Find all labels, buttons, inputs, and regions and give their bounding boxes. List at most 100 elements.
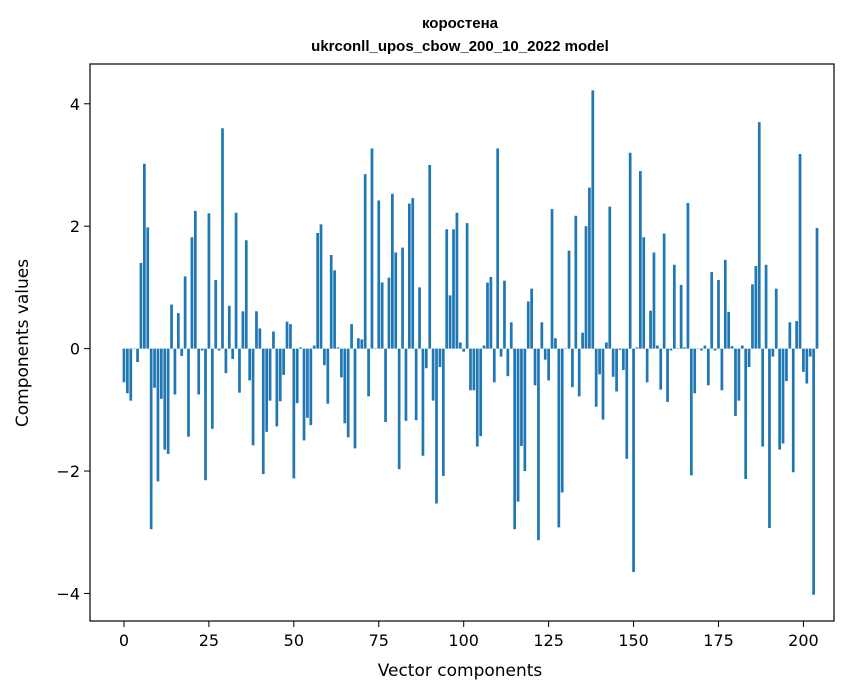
bar-162 [672, 264, 676, 349]
bar-165 [683, 347, 686, 349]
bar-116 [516, 348, 520, 502]
bar-40 [258, 328, 262, 349]
bar-108 [489, 277, 493, 349]
bar-112 [503, 280, 506, 349]
bar-92 [435, 348, 438, 504]
bar-88 [421, 348, 425, 456]
bar-123 [540, 322, 544, 349]
bar-147 [622, 348, 625, 371]
bar-38 [251, 348, 255, 446]
bar-132 [571, 348, 574, 388]
bar-75 [377, 200, 381, 349]
chart-subtitle: ukrconll_upos_cbow_200_10_2022 model [311, 38, 609, 55]
bar-0 [122, 348, 126, 383]
bar-51 [295, 348, 299, 404]
bar-114 [509, 322, 513, 349]
x-tick-label: 125 [533, 631, 564, 650]
bar-46 [278, 348, 282, 402]
bar-49 [289, 324, 292, 349]
bar-8 [149, 348, 153, 530]
bar-97 [452, 229, 455, 349]
bar-148 [625, 348, 629, 459]
bar-117 [520, 348, 523, 446]
bar-13 [166, 348, 170, 454]
bar-69 [357, 338, 360, 349]
bar-82 [401, 247, 404, 349]
bar-26 [210, 348, 214, 429]
bar-175 [717, 280, 720, 349]
bar-111 [499, 348, 503, 357]
bar-127 [554, 338, 557, 349]
bar-58 [319, 224, 323, 349]
bar-153 [642, 237, 646, 349]
x-axis-ticks: 0 25 50 75 100 125 150 175 200 [119, 621, 819, 650]
bar-14 [170, 304, 173, 349]
bar-171 [703, 345, 707, 349]
x-axis-label: Vector components [378, 661, 543, 681]
bar-60 [326, 348, 330, 404]
bar-136 [584, 226, 588, 349]
bar-52 [299, 347, 302, 349]
bar-182 [740, 345, 744, 349]
bar-119 [526, 301, 530, 349]
bar-77 [384, 348, 387, 423]
x-tick-label: 100 [448, 631, 479, 650]
bar-184 [747, 348, 751, 367]
bar-83 [404, 348, 408, 421]
bar-156 [652, 252, 656, 349]
bar-185 [751, 284, 754, 349]
bar-187 [757, 122, 761, 349]
bar-137 [588, 187, 591, 349]
bar-41 [261, 348, 265, 475]
bar-72 [367, 348, 370, 397]
bar-63 [336, 347, 340, 349]
bar-145 [615, 348, 618, 392]
bar-202 [808, 348, 812, 357]
bar-25 [207, 213, 211, 349]
bar-78 [387, 277, 391, 349]
bar-66 [346, 348, 350, 438]
bar-135 [581, 332, 584, 349]
bar-95 [445, 229, 449, 349]
bar-138 [591, 90, 595, 349]
bar-103 [472, 348, 476, 391]
bar-65 [343, 348, 347, 424]
bar-55 [309, 348, 313, 426]
bar-161 [669, 348, 673, 351]
bar-10 [156, 348, 160, 482]
bar-179 [730, 346, 734, 349]
bar-151 [635, 347, 639, 349]
bar-177 [723, 259, 727, 349]
y-axis-label: Components values [13, 259, 33, 427]
bar-139 [594, 348, 598, 407]
bar-99 [458, 342, 462, 349]
bar-30 [224, 348, 228, 374]
bar-167 [689, 348, 693, 476]
bar-149 [628, 152, 632, 349]
bar-155 [649, 310, 652, 349]
bar-11 [159, 348, 163, 399]
bar-17 [180, 348, 184, 356]
bar-76 [380, 282, 384, 349]
bar-190 [768, 348, 771, 528]
bar-105 [479, 348, 483, 437]
bar-68 [353, 348, 357, 449]
bar-43 [268, 348, 272, 401]
bar-84 [407, 203, 411, 349]
bar-64 [340, 348, 343, 378]
bar-204 [815, 228, 819, 349]
bar-24 [204, 348, 207, 481]
bar-27 [214, 280, 218, 349]
bar-150 [632, 348, 635, 573]
bar-16 [176, 313, 180, 349]
x-tick-label: 25 [199, 631, 219, 650]
bar-19 [187, 348, 190, 437]
bar-79 [391, 193, 394, 349]
bar-71 [363, 174, 367, 349]
bar-54 [306, 348, 309, 418]
bar-57 [316, 232, 319, 349]
bar-166 [686, 202, 690, 349]
x-tick-label: 50 [284, 631, 304, 650]
bar-199 [798, 153, 802, 349]
bar-86 [414, 348, 418, 421]
